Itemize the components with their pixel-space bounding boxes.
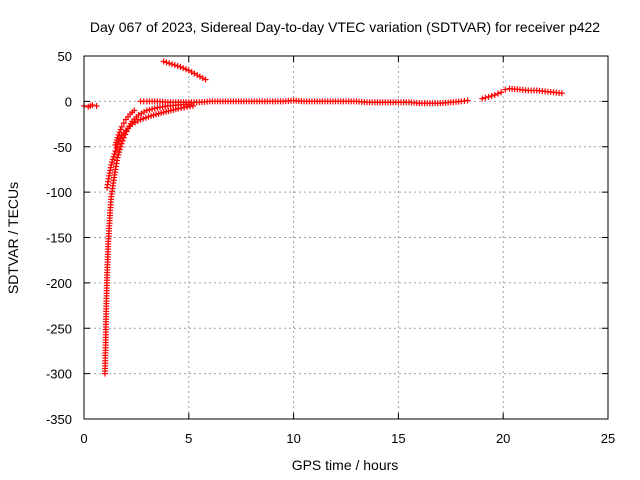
data-point [114, 154, 121, 161]
data-point [145, 113, 152, 120]
y-tick-label: -250 [46, 321, 72, 336]
data-point [117, 135, 124, 142]
data-point [118, 123, 125, 130]
data-point [116, 149, 123, 156]
y-tick-label: 0 [65, 94, 72, 109]
grid-lines [84, 56, 608, 419]
data-point [115, 151, 122, 158]
data-point [108, 161, 115, 168]
data-point [169, 61, 176, 68]
data-point [202, 76, 209, 83]
tick-labels: 0 5 10 15 20 25 50 0 -50 -100 -150 -200 -250 -300 -350 [46, 49, 615, 446]
y-tick-label: -350 [46, 412, 72, 427]
y-axis-label: SDTVAR / TECUs [5, 182, 21, 294]
data-point [109, 159, 116, 166]
data-point [140, 115, 147, 122]
data-point [464, 97, 471, 104]
data-point [112, 147, 119, 154]
data-point [131, 107, 138, 114]
data-point [183, 66, 190, 73]
data-point [120, 120, 127, 127]
y-tick-label: -50 [53, 140, 72, 155]
data-point [143, 107, 150, 114]
data-point [494, 90, 501, 97]
data-point [93, 102, 100, 109]
x-tick-label: 15 [391, 431, 405, 446]
data-point [491, 92, 498, 99]
data-point [498, 89, 505, 96]
x-axis-label: GPS time / hours [292, 457, 399, 473]
data-point [149, 106, 156, 113]
data-point [177, 63, 184, 70]
data-point [116, 129, 123, 136]
data-point [171, 62, 178, 69]
data-point [110, 153, 117, 160]
data-point [142, 114, 149, 121]
y-tick-label: -200 [46, 276, 72, 291]
data-point [482, 94, 489, 101]
data-point [89, 102, 96, 109]
chart-title: Day 067 of 2023, Sidereal Day-to-day VTE… [90, 19, 600, 35]
data-point [115, 131, 122, 138]
y-tick-label: -150 [46, 231, 72, 246]
data-point [502, 86, 509, 93]
data-point [117, 143, 124, 150]
y-tick-label: 50 [58, 49, 72, 64]
data-point [160, 58, 167, 65]
data-point [146, 106, 153, 113]
data-point [137, 116, 144, 123]
y-tick-label: -100 [46, 185, 72, 200]
data-point [189, 102, 196, 109]
data-point [111, 151, 118, 158]
data-point [166, 60, 173, 67]
data-point [117, 126, 124, 133]
data-point [485, 93, 492, 100]
data-points [81, 58, 565, 377]
data-point [114, 134, 121, 141]
data-point [109, 156, 116, 163]
x-tick-label: 25 [601, 431, 615, 446]
x-tick-label: 20 [496, 431, 510, 446]
data-point [151, 105, 158, 112]
data-point [479, 95, 486, 102]
data-point [558, 90, 565, 97]
data-point [113, 144, 120, 151]
x-tick-label: 5 [185, 431, 192, 446]
data-point [174, 62, 181, 69]
data-point [116, 146, 123, 153]
data-point [180, 65, 187, 72]
x-tick-label: 10 [286, 431, 300, 446]
y-tick-label: -300 [46, 367, 72, 382]
data-point [488, 92, 495, 99]
x-tick-label: 0 [80, 431, 87, 446]
data-point [163, 59, 170, 66]
